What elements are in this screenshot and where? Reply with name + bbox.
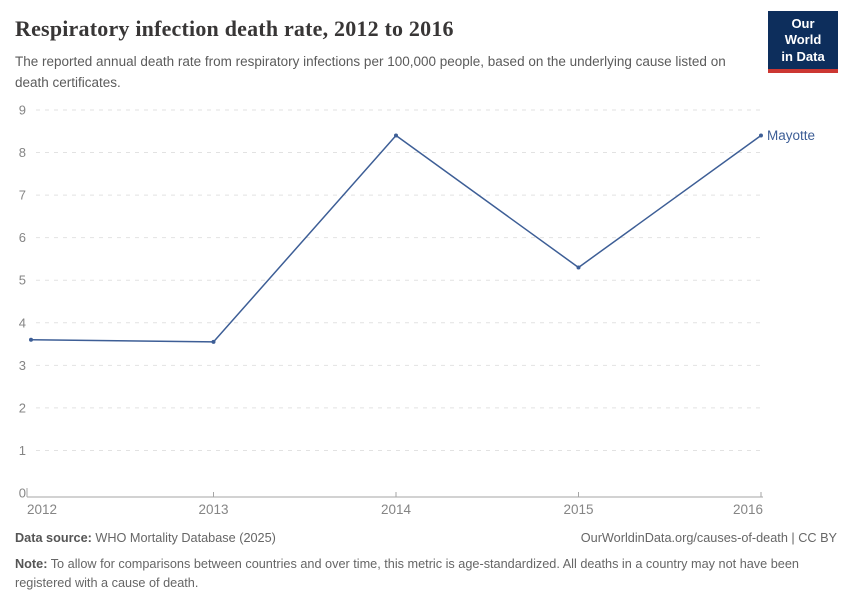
y-tick-label: 6: [19, 230, 26, 245]
chart-note-label: Note:: [15, 557, 48, 571]
data-point[interactable]: [29, 337, 33, 342]
data-point[interactable]: [394, 133, 398, 138]
x-tick-label: 2016: [733, 502, 763, 517]
data-source-value: WHO Mortality Database (2025): [91, 531, 276, 545]
data-source: Data source: WHO Mortality Database (202…: [15, 531, 276, 545]
y-tick-label: 1: [19, 443, 26, 458]
data-point[interactable]: [211, 339, 216, 344]
y-tick-label: 5: [19, 273, 26, 288]
data-point[interactable]: [576, 265, 581, 270]
x-tick-label: 2014: [381, 502, 412, 517]
owid-logo-line2: in Data: [781, 48, 825, 64]
chart-footer: Data source: WHO Mortality Database (202…: [15, 531, 837, 545]
chart-canvas: 0 1 2 3 4 5 6 7 8 9 2012 2013 2014 2015 2016 Mayotte: [19, 103, 815, 518]
owid-logo-line1: Our World: [784, 16, 822, 48]
chart-title: Respiratory infection death rate, 2012 t…: [15, 16, 454, 41]
y-tick-label: 3: [19, 358, 26, 373]
line-chart: 0 1 2 3 4 5 6 7 8 9 2012 2013 2014 2015 2016 Mayotte: [0, 95, 850, 525]
y-tick-label: 9: [19, 103, 26, 118]
y-tick-label: 2: [19, 400, 26, 415]
x-tick-label: 2015: [563, 502, 593, 517]
owid-logo[interactable]: Our World in Data: [768, 11, 838, 73]
data-point[interactable]: [759, 133, 763, 138]
x-tick-label: 2012: [27, 502, 57, 517]
data-line[interactable]: [30, 134, 762, 343]
chart-note: Note: To allow for comparisons between c…: [15, 555, 822, 593]
y-tick-label: 0: [19, 486, 26, 501]
series-end-label[interactable]: Mayotte: [767, 128, 815, 143]
y-tick-label: 8: [19, 145, 26, 160]
attribution-link[interactable]: OurWorldinData.org/causes-of-death | CC …: [580, 531, 837, 545]
data-source-label: Data source:: [15, 531, 92, 545]
x-tick-label: 2013: [198, 502, 228, 517]
chart-note-value: To allow for comparisons between countri…: [15, 557, 799, 591]
chart-subtitle: The reported annual death rate from resp…: [15, 54, 726, 90]
y-tick-label: 7: [19, 188, 26, 203]
y-tick-label: 4: [19, 315, 26, 330]
